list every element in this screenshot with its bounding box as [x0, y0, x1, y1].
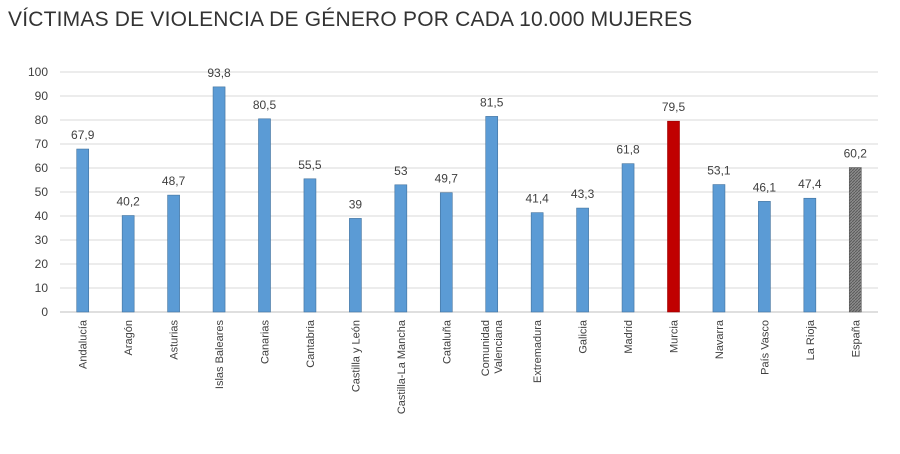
data-label: 47,4	[798, 177, 822, 191]
x-tick-label-line: Cataluña	[441, 319, 453, 364]
data-label: 61,8	[616, 143, 640, 157]
data-label: 67,9	[71, 128, 95, 142]
bar	[667, 120, 680, 313]
x-tick-label: Cataluña	[441, 319, 453, 364]
x-tick-label: Navarra	[714, 319, 726, 359]
data-label: 46,1	[753, 180, 777, 194]
data-label: 48,7	[162, 174, 186, 188]
x-tick-label-line: Andalucía	[78, 319, 90, 369]
bar	[303, 178, 317, 313]
bar	[530, 212, 544, 313]
y-tick-label: 60	[35, 161, 49, 175]
bar	[712, 184, 726, 313]
bar	[212, 86, 226, 313]
x-tick-label-line: Extremadura	[532, 319, 544, 383]
x-tick-label: País Vasco	[759, 320, 771, 375]
x-tick-label-line: Galicia	[578, 319, 590, 354]
x-tick-label-line: Cantabria	[305, 319, 317, 368]
x-tick-label-line: País Vasco	[759, 320, 771, 375]
data-label: 55,5	[298, 158, 322, 172]
bar	[621, 163, 635, 313]
bar	[349, 218, 362, 313]
x-tick-label: Cantabria	[305, 319, 317, 368]
x-tick-label-line: Navarra	[714, 319, 726, 359]
bar	[167, 194, 180, 313]
y-axis-ticks: 0 10 20 30 40 50 60 70 80 90 100	[28, 65, 48, 319]
x-tick-label: Castilla-La Mancha	[396, 319, 408, 414]
x-tick-label: ComunidadValenciana	[480, 319, 505, 376]
x-tick-label-line: Castilla y León	[350, 320, 362, 392]
data-label: 40,2	[116, 195, 140, 209]
bars	[76, 86, 862, 313]
bar	[803, 197, 817, 313]
data-label: 80,5	[253, 98, 277, 112]
data-label: 49,7	[435, 172, 459, 186]
x-tick-label: Asturias	[169, 320, 181, 360]
x-tick-label: Islas Baleares	[214, 320, 226, 390]
y-tick-label: 80	[35, 113, 49, 127]
x-tick-label: Aragón	[123, 320, 135, 355]
x-tick-label-line: La Rioja	[805, 319, 817, 360]
x-axis-labels: Andalucía Aragón Asturias Islas Baleares Can…	[78, 319, 863, 414]
x-tick-label-line: Asturias	[169, 320, 181, 360]
x-tick-label-line: Islas Baleares	[214, 320, 226, 390]
x-tick-label: Canarias	[260, 320, 272, 365]
x-tick-label-line: Madrid	[623, 320, 635, 354]
x-tick-label: Murcia	[669, 319, 681, 353]
x-tick-label: La Rioja	[805, 319, 817, 360]
x-tick-label-line: Comunidad	[480, 320, 492, 376]
gridlines	[60, 71, 878, 313]
data-label: 53	[394, 164, 408, 178]
y-tick-label: 10	[35, 281, 49, 295]
x-tick-label: Extremadura	[532, 319, 544, 383]
x-tick-label: Castilla y León	[350, 320, 362, 392]
data-label: 39	[349, 197, 363, 211]
x-tick-label-line: Aragón	[123, 320, 135, 355]
data-label: 93,8	[207, 66, 231, 80]
bar	[394, 184, 408, 313]
y-tick-label: 0	[41, 305, 48, 319]
y-tick-label: 50	[35, 185, 49, 199]
bar	[758, 201, 771, 313]
x-tick-label: Madrid	[623, 320, 635, 354]
y-tick-label: 90	[35, 89, 49, 103]
data-label: 79,5	[662, 100, 686, 114]
data-labels: 67,9 40,2 48,7 93,8 80,5 55,5 39 53 49,7 81,5 41,4…	[71, 66, 867, 212]
y-tick-label: 20	[35, 257, 49, 271]
y-tick-label: 100	[28, 65, 48, 79]
data-label: 81,5	[480, 95, 504, 109]
y-tick-label: 30	[35, 233, 49, 247]
bar	[848, 167, 862, 313]
x-tick-label-line: Canarias	[260, 320, 272, 365]
y-tick-label: 70	[35, 137, 49, 151]
bar	[485, 116, 499, 313]
x-tick-label-line: Murcia	[669, 319, 681, 353]
x-tick-label: España	[850, 319, 862, 357]
data-label: 53,1	[707, 164, 731, 178]
x-tick-label: Andalucía	[78, 319, 90, 369]
bar	[76, 148, 90, 313]
x-tick-label-line: España	[850, 319, 862, 357]
data-label: 60,2	[844, 147, 868, 161]
data-label: 43,3	[571, 187, 595, 201]
x-tick-label-line: Valenciana	[493, 319, 505, 373]
x-tick-label: Galicia	[578, 319, 590, 354]
data-label: 41,4	[525, 192, 549, 206]
bar	[439, 192, 453, 313]
bar	[258, 118, 271, 313]
y-tick-label: 40	[35, 209, 49, 223]
x-tick-label-line: Castilla-La Mancha	[396, 319, 408, 414]
chart-title: VÍCTIMAS DE VIOLENCIA DE GÉNERO POR CADA…	[8, 8, 693, 31]
bar	[121, 215, 135, 313]
bar	[576, 207, 589, 313]
